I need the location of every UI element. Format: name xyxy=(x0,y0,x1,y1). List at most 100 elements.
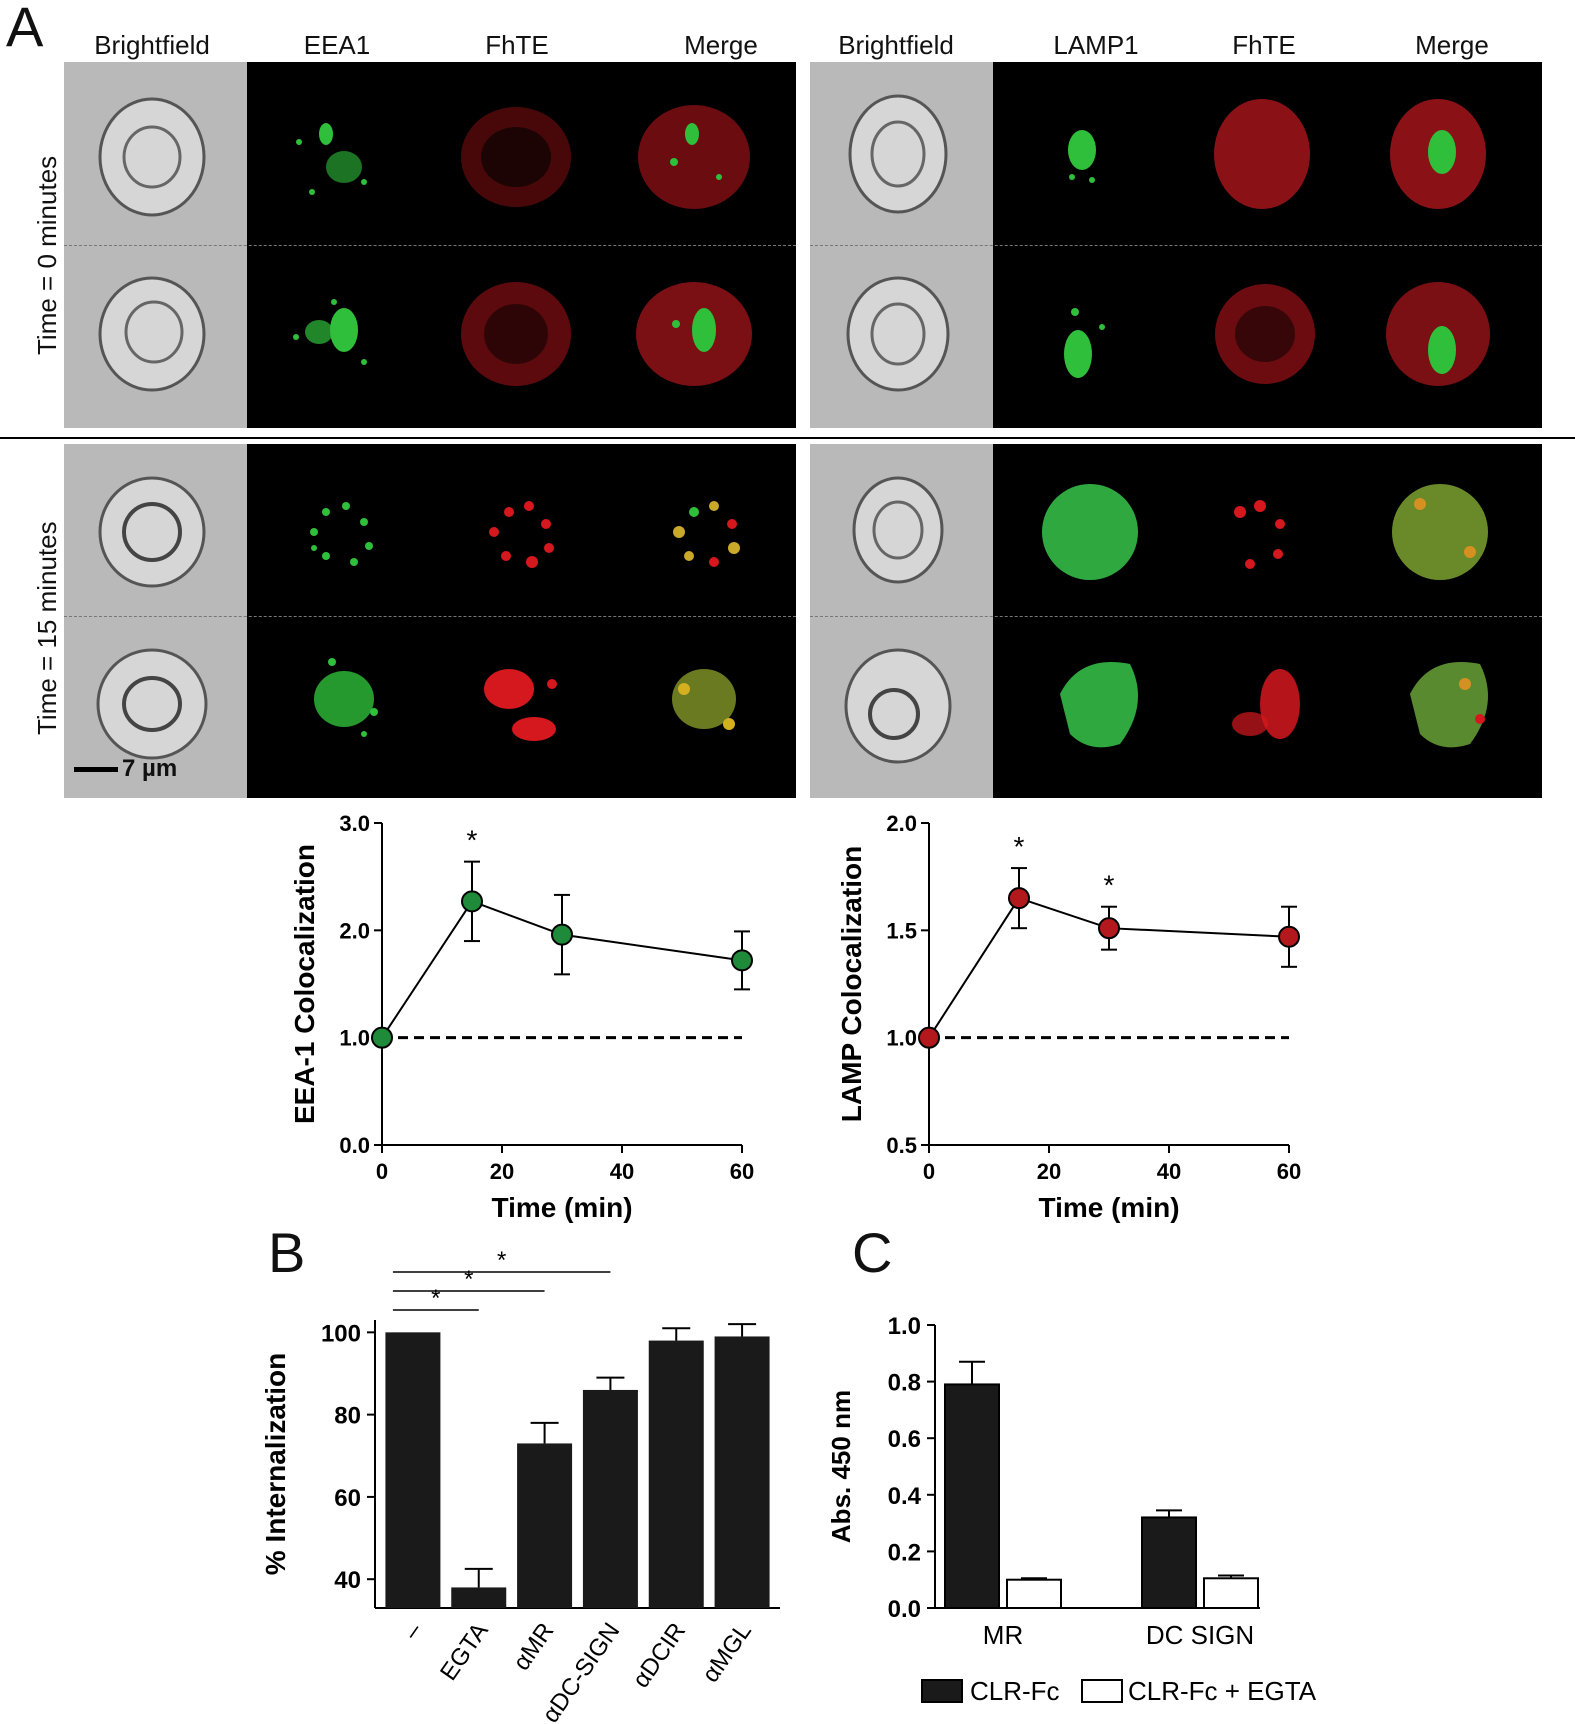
y-tick-label: 100 xyxy=(321,1320,361,1347)
image-block-eea1-t15: 7 µm xyxy=(64,444,796,798)
chart-abs-450: 0.0 0.2 0.4 0.6 0.8 1.0 Abs. 450 nm MR DC SIGN CL… xyxy=(826,1313,1317,1706)
cell-images xyxy=(846,94,1490,392)
image-block-lamp1-t0 xyxy=(810,62,1542,428)
cell-images xyxy=(96,476,740,760)
data-point xyxy=(731,949,753,972)
x-tick-label: EGTA xyxy=(435,1618,494,1686)
image-block-eea1-t0 xyxy=(64,62,796,428)
significance-star: * xyxy=(1104,870,1115,901)
y-tick-label: 1.0 xyxy=(888,1313,921,1340)
scale-bar-label: 7 µm xyxy=(122,755,178,782)
y-tick-label: 40 xyxy=(334,1567,361,1594)
header-fhte-left: FhTE xyxy=(485,30,549,60)
cell-divider xyxy=(810,245,1542,246)
significance-star: * xyxy=(467,825,478,856)
x-tick-label: – xyxy=(398,1617,428,1644)
y-tick-label: 1.0 xyxy=(886,1026,917,1051)
x-tick-label: αDCIR xyxy=(627,1618,691,1693)
legend-label: CLR-Fc xyxy=(970,1676,1060,1706)
y-tick-label: 80 xyxy=(334,1403,361,1430)
bar xyxy=(1006,1578,1062,1609)
significance-star: * xyxy=(431,1285,440,1312)
panel-label-b: B xyxy=(268,1221,306,1284)
x-tick-label: 20 xyxy=(490,1159,514,1184)
y-tick-label: 0.2 xyxy=(888,1539,921,1566)
y-tick-label: 0.6 xyxy=(888,1426,921,1453)
cell-divider xyxy=(810,616,1542,617)
legend-swatch xyxy=(1081,1679,1123,1703)
x-tick-label: 60 xyxy=(730,1159,754,1184)
header-brightfield-right: Brightfield xyxy=(838,30,954,60)
data-point xyxy=(1008,887,1030,910)
y-tick-label: 1.5 xyxy=(886,918,917,943)
x-tick-label: MR xyxy=(983,1620,1023,1650)
data-point xyxy=(1098,917,1120,940)
y-axis-title: LAMP Colocalization xyxy=(836,846,867,1122)
series-line xyxy=(381,900,743,1039)
red-cells xyxy=(461,107,571,386)
x-tick-label: αMGL xyxy=(697,1618,757,1687)
x-tick-label: 40 xyxy=(610,1159,634,1184)
header-merge-left: Merge xyxy=(684,30,758,60)
y-tick-label: 2.0 xyxy=(339,918,370,943)
bar xyxy=(1203,1577,1259,1610)
y-tick-label: 60 xyxy=(334,1485,361,1512)
x-tick-label: 40 xyxy=(1157,1159,1181,1184)
x-tick-label: 60 xyxy=(1277,1159,1301,1184)
brightfield-cells xyxy=(98,97,206,392)
legend-swatch xyxy=(921,1679,963,1703)
y-tick-label: 2.0 xyxy=(886,811,917,836)
bar xyxy=(1141,1516,1197,1609)
data-point xyxy=(1278,925,1300,948)
series-line xyxy=(928,896,1290,1039)
y-axis-title: EEA-1 Colocalization xyxy=(289,844,320,1124)
header-brightfield-left: Brightfield xyxy=(94,30,210,60)
bar xyxy=(648,1340,704,1608)
header-lamp1: LAMP1 xyxy=(1053,30,1139,60)
data-point xyxy=(551,923,573,946)
panel-label-a: A xyxy=(6,0,44,58)
significance-star: * xyxy=(1014,831,1025,862)
green-cells xyxy=(293,123,367,365)
data-point xyxy=(461,890,483,913)
y-tick-label: 0.5 xyxy=(886,1133,917,1158)
y-axis-title: Abs. 450 nm xyxy=(826,1390,856,1543)
panel-label-c: C xyxy=(852,1221,893,1284)
y-tick-label: 0.4 xyxy=(888,1483,922,1510)
y-tick-label: 0.0 xyxy=(888,1596,921,1623)
y-tick-label: 1.0 xyxy=(339,1026,370,1051)
data-point xyxy=(918,1026,940,1049)
header-fhte-right: FhTE xyxy=(1232,30,1296,60)
cell-divider xyxy=(64,245,796,246)
significance-star: * xyxy=(464,1266,473,1293)
cell-images xyxy=(98,97,752,392)
bar xyxy=(517,1443,573,1608)
header-eea1: EEA1 xyxy=(303,30,371,60)
header-merge-right: Merge xyxy=(1415,30,1489,60)
image-block-lamp1-t15 xyxy=(810,444,1542,798)
bar xyxy=(714,1336,770,1608)
y-tick-label: 0.8 xyxy=(888,1370,921,1397)
x-tick-label: αMR xyxy=(508,1618,559,1675)
x-tick-label: 0 xyxy=(923,1159,935,1184)
data-point xyxy=(371,1026,393,1049)
y-tick-label: 3.0 xyxy=(339,811,370,836)
x-axis-title: Time (min) xyxy=(491,1192,632,1223)
row-separator xyxy=(0,437,1575,439)
y-axis-title: % Internalization xyxy=(260,1353,291,1575)
chart-eea1-colocalization: 0.0 1.0 2.0 3.0 0 20 40 60 Time (min) EEA-1 Coloc… xyxy=(289,811,754,1223)
cell-divider xyxy=(64,616,796,617)
x-tick-label: 20 xyxy=(1037,1159,1061,1184)
chart-lamp-colocalization: 0.5 1.0 1.5 2.0 0 20 40 60 Time (min) LAMP Coloca… xyxy=(836,811,1301,1223)
bar xyxy=(451,1587,507,1608)
x-tick-label: 0 xyxy=(376,1159,388,1184)
bar xyxy=(385,1332,441,1608)
x-tick-label: DC SIGN xyxy=(1146,1620,1254,1650)
x-axis-title: Time (min) xyxy=(1038,1192,1179,1223)
y-tick-label: 0.0 xyxy=(339,1133,370,1158)
cell-images xyxy=(844,476,1488,764)
merge-cells xyxy=(636,105,752,386)
significance-star: * xyxy=(497,1247,506,1274)
